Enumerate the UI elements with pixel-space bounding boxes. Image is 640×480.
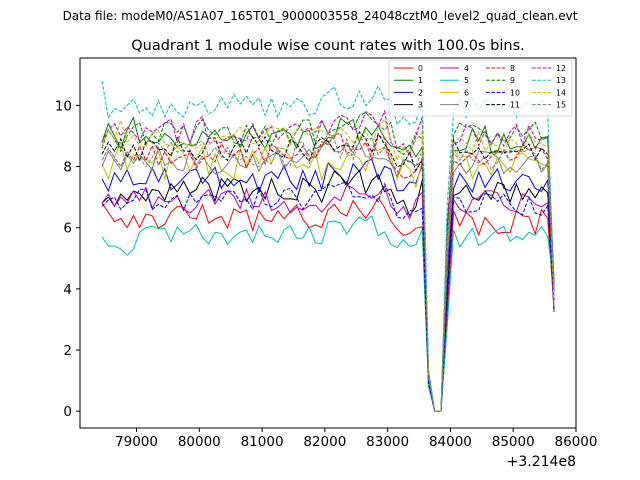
legend-label-9: 9 xyxy=(510,76,515,85)
legend-box xyxy=(388,59,573,117)
series-line-14 xyxy=(101,118,555,412)
x-tick-label: 83000 xyxy=(366,434,409,450)
plot-area xyxy=(101,80,555,412)
series-line-10 xyxy=(101,180,555,412)
legend-label-7: 7 xyxy=(464,101,469,110)
x-tick-label: 82000 xyxy=(303,434,346,450)
y-tick-label: 2 xyxy=(63,343,72,359)
x-tick-label: 80000 xyxy=(178,434,221,450)
legend-label-12: 12 xyxy=(556,64,566,73)
series-line-6 xyxy=(101,140,555,412)
legend-label-14: 14 xyxy=(556,88,566,97)
legend-label-15: 15 xyxy=(556,101,566,110)
x-offset-label: +3.214e8 xyxy=(507,454,576,470)
x-tick-label: 86000 xyxy=(555,434,598,450)
legend-label-3: 3 xyxy=(418,101,423,110)
y-axis: 0 2 4 6 8 10 xyxy=(55,98,80,420)
legend-label-5: 5 xyxy=(464,76,469,85)
series-line-8 xyxy=(101,133,555,412)
legend-label-8: 8 xyxy=(510,64,515,73)
figure-suptitle: Data file: modeM0/AS1A07_165T01_90000035… xyxy=(63,9,578,23)
series-line-7 xyxy=(101,139,555,412)
series-line-5 xyxy=(101,215,555,412)
y-tick-label: 4 xyxy=(63,282,72,298)
y-tick-label: 10 xyxy=(55,98,72,114)
series-line-3 xyxy=(101,169,555,412)
y-tick-label: 8 xyxy=(63,160,72,176)
y-tick-label: 0 xyxy=(63,404,72,420)
legend-label-4: 4 xyxy=(464,64,469,73)
x-tick-label: 81000 xyxy=(241,434,284,450)
x-tick-label: 84000 xyxy=(429,434,472,450)
legend-label-10: 10 xyxy=(510,88,520,97)
legend-label-13: 13 xyxy=(556,76,566,85)
chart-title: Quadrant 1 module wise count rates with … xyxy=(131,38,525,54)
series-layer xyxy=(101,80,555,412)
series-line-0 xyxy=(101,196,555,412)
series-line-11 xyxy=(101,131,555,412)
x-axis: 79000 80000 81000 82000 83000 84000 85000 86000 xyxy=(115,428,597,450)
x-tick-label: 85000 xyxy=(492,434,535,450)
legend-label-2: 2 xyxy=(418,88,423,97)
legend-label-0: 0 xyxy=(418,64,423,73)
legend-label-6: 6 xyxy=(464,88,469,97)
legend-label-1: 1 xyxy=(418,76,423,85)
legend-label-11: 11 xyxy=(510,101,520,110)
axes-frame xyxy=(79,57,577,429)
series-line-15 xyxy=(101,132,555,412)
y-tick-label: 6 xyxy=(63,221,72,237)
x-tick-label: 79000 xyxy=(115,434,158,450)
